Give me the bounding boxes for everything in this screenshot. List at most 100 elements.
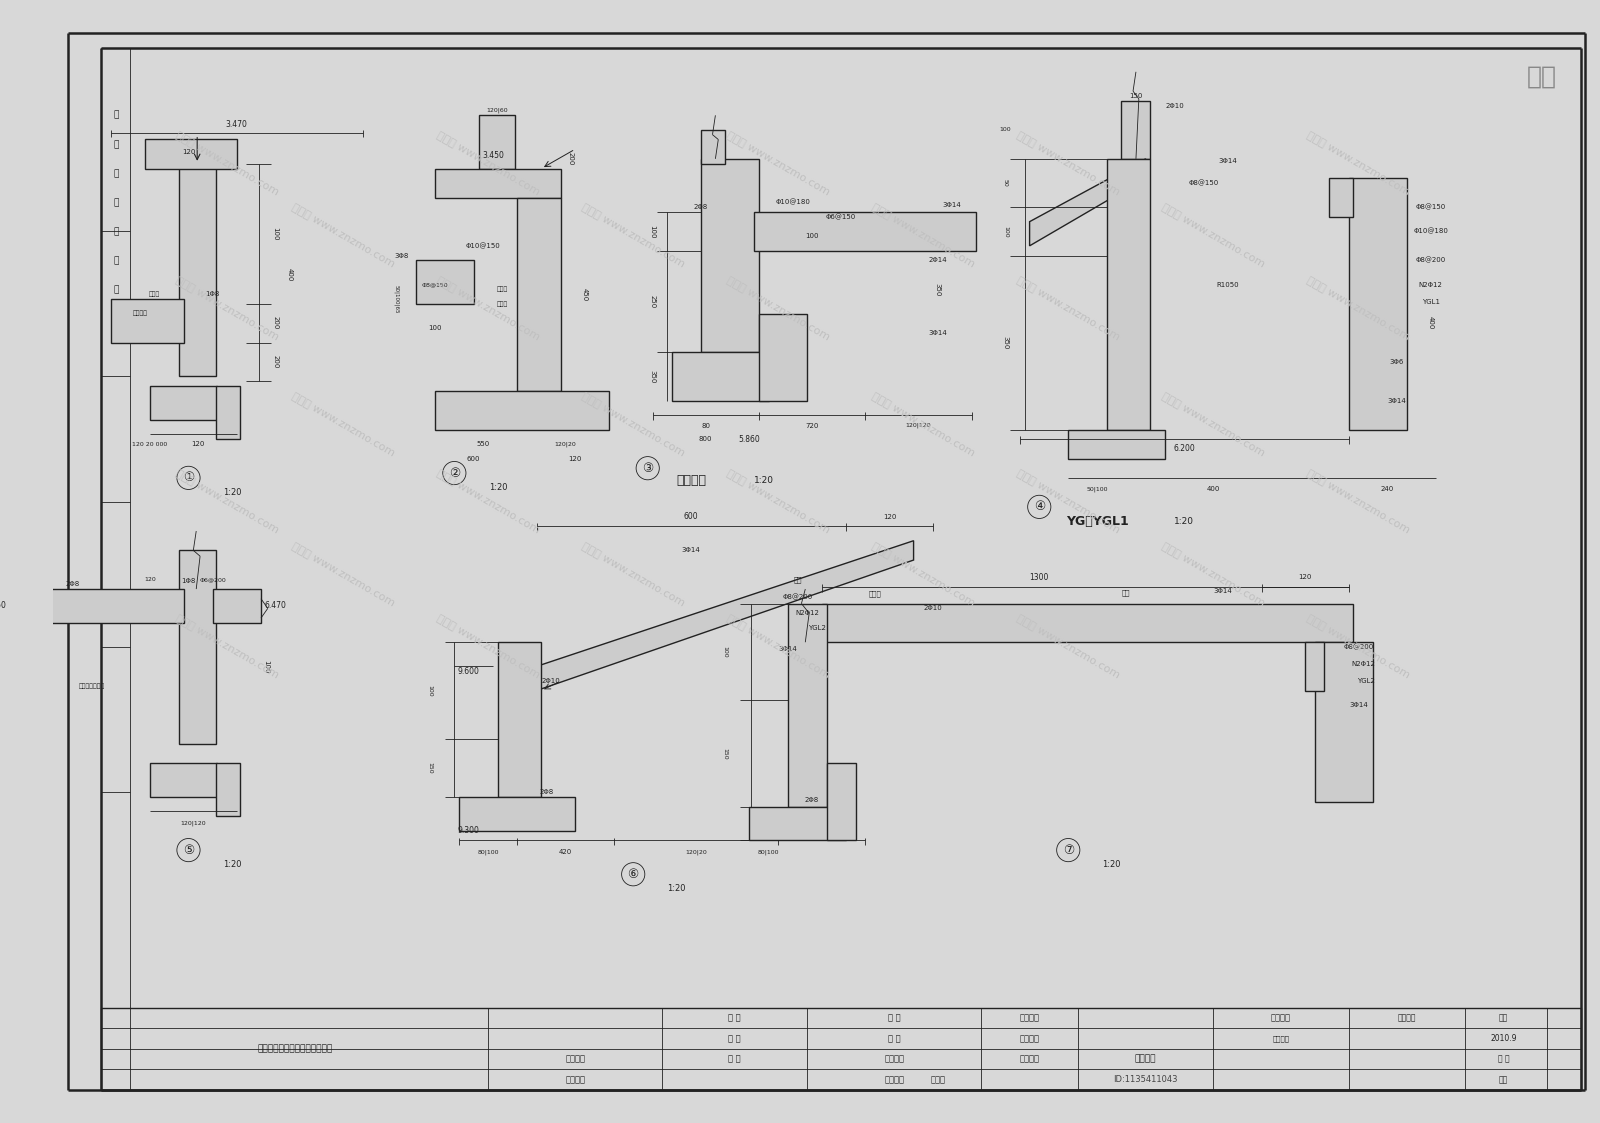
Text: 篷: 篷 [114, 140, 118, 149]
Bar [213, 590, 261, 623]
Bar [216, 763, 240, 816]
Text: 竖占配筋: 竖占配筋 [1134, 1054, 1157, 1063]
Bar [101, 47, 131, 1089]
Bar [1069, 429, 1165, 458]
Text: 知末网 www.znzmo.com: 知末网 www.znzmo.com [174, 613, 280, 681]
Text: 240: 240 [1381, 486, 1394, 493]
Text: 专业负责: 专业负责 [565, 1054, 586, 1063]
Polygon shape [536, 540, 914, 691]
Text: 图纸名称: 图纸名称 [1019, 1054, 1040, 1063]
Text: 知末网 www.znzmo.com: 知末网 www.znzmo.com [725, 468, 832, 536]
Text: 知末网 www.znzmo.com: 知末网 www.znzmo.com [581, 202, 686, 270]
Polygon shape [1029, 158, 1146, 246]
Text: 3Φ14: 3Φ14 [779, 646, 797, 652]
Text: YGL2: YGL2 [1357, 678, 1374, 684]
Text: 350: 350 [934, 283, 941, 296]
Text: 知末网 www.znzmo.com: 知末网 www.znzmo.com [174, 130, 280, 198]
Bar [758, 313, 808, 401]
Text: 120|120: 120|120 [181, 820, 206, 825]
Text: 100: 100 [723, 646, 728, 658]
Text: 1:20: 1:20 [754, 476, 774, 485]
Text: 设 计: 设 计 [888, 1034, 901, 1043]
Text: 按坡度: 按坡度 [869, 591, 882, 597]
Text: 6.450: 6.450 [0, 601, 6, 610]
Bar [150, 386, 218, 420]
Text: 80: 80 [701, 422, 710, 429]
Text: 120|120: 120|120 [906, 423, 931, 428]
Text: YGL2: YGL2 [808, 624, 826, 631]
Bar [701, 158, 758, 353]
Text: 知末网 www.znzmo.com: 知末网 www.znzmo.com [435, 613, 541, 681]
Bar [1349, 179, 1406, 429]
Text: Φ8@200: Φ8@200 [1416, 257, 1446, 264]
Text: Φ8@200: Φ8@200 [782, 594, 813, 600]
Text: 1:20: 1:20 [222, 487, 242, 496]
Text: 80|100: 80|100 [758, 849, 779, 855]
Text: 工程名称: 工程名称 [1272, 1035, 1290, 1042]
Text: 120 20 000: 120 20 000 [133, 441, 168, 447]
Text: 3Φ14: 3Φ14 [942, 202, 962, 208]
Text: 知末网 www.znzmo.com: 知末网 www.znzmo.com [435, 130, 541, 198]
Text: 未盖本院出图专用章本图纸无效: 未盖本院出图专用章本图纸无效 [258, 1044, 333, 1053]
Text: 知末网 www.znzmo.com: 知末网 www.znzmo.com [1160, 202, 1267, 270]
Text: 梁筋详见施工图: 梁筋详见施工图 [78, 683, 106, 688]
Text: 雨篷配筋: 雨篷配筋 [677, 474, 706, 487]
Text: 150: 150 [427, 763, 432, 774]
Text: 制 图: 制 图 [728, 1054, 741, 1063]
Bar [478, 116, 515, 168]
Text: R1050: R1050 [1216, 282, 1238, 287]
Text: 6.200: 6.200 [1173, 445, 1195, 454]
Bar [101, 1007, 1581, 1089]
Text: Φ8@150: Φ8@150 [1416, 204, 1446, 210]
Text: 知末网 www.znzmo.com: 知末网 www.znzmo.com [435, 468, 541, 536]
Text: 400: 400 [286, 268, 293, 282]
Text: 1Φ8: 1Φ8 [205, 291, 219, 298]
Text: 雨: 雨 [114, 111, 118, 120]
Text: 知末网 www.znzmo.com: 知末网 www.znzmo.com [290, 391, 397, 458]
Text: 3.450: 3.450 [482, 152, 504, 161]
Text: 250: 250 [650, 295, 656, 309]
Text: 3Φ14: 3Φ14 [1349, 702, 1368, 709]
Bar [179, 164, 216, 376]
Bar [787, 603, 827, 806]
Text: 3Φ6: 3Φ6 [1390, 359, 1405, 365]
Text: 审 核: 审 核 [728, 1034, 741, 1043]
Bar [672, 353, 768, 401]
Bar [179, 550, 216, 743]
Bar [517, 198, 560, 391]
Text: 工程负责: 工程负责 [885, 1054, 904, 1063]
Text: ②: ② [448, 466, 459, 480]
Text: 设计阶段: 设计阶段 [885, 1075, 904, 1084]
Text: 知末网 www.znzmo.com: 知末网 www.znzmo.com [290, 202, 397, 270]
Text: 100: 100 [805, 234, 819, 239]
Text: 400: 400 [1427, 317, 1434, 330]
Text: ⑤: ⑤ [182, 843, 194, 857]
Text: N2Φ12: N2Φ12 [1419, 282, 1443, 287]
Bar [1315, 642, 1373, 802]
Text: 知末网 www.znzmo.com: 知末网 www.znzmo.com [581, 391, 686, 458]
Text: Φ6@150: Φ6@150 [826, 213, 856, 220]
Text: 1Φ8: 1Φ8 [181, 578, 195, 584]
Text: 施工图: 施工图 [930, 1075, 946, 1084]
Text: 100: 100 [262, 659, 269, 673]
Text: 600: 600 [683, 512, 699, 521]
Text: 知末网 www.znzmo.com: 知末网 www.znzmo.com [1160, 541, 1267, 609]
Text: 200: 200 [568, 152, 573, 165]
Text: 知末网 www.znzmo.com: 知末网 www.znzmo.com [174, 275, 280, 343]
Text: 知末网 www.znzmo.com: 知末网 www.znzmo.com [1306, 613, 1411, 681]
Bar [822, 603, 1354, 642]
Text: 2Φ10: 2Φ10 [542, 678, 560, 684]
Text: 2Φ14: 2Φ14 [928, 257, 947, 264]
Bar [416, 261, 474, 304]
Text: 知末网 www.znzmo.com: 知末网 www.znzmo.com [1160, 391, 1267, 458]
Text: 2010.9: 2010.9 [1490, 1034, 1517, 1043]
Text: ID:1135411043: ID:1135411043 [1114, 1075, 1178, 1084]
Text: ④: ④ [1034, 501, 1045, 513]
Text: 9.300: 9.300 [458, 827, 480, 836]
Text: 120: 120 [1299, 575, 1312, 581]
Bar [459, 797, 576, 831]
Text: 工程编号: 工程编号 [1270, 1013, 1291, 1022]
Text: 3Φ14: 3Φ14 [1387, 398, 1406, 403]
Text: 50: 50 [1003, 180, 1008, 186]
Bar [1107, 158, 1150, 429]
